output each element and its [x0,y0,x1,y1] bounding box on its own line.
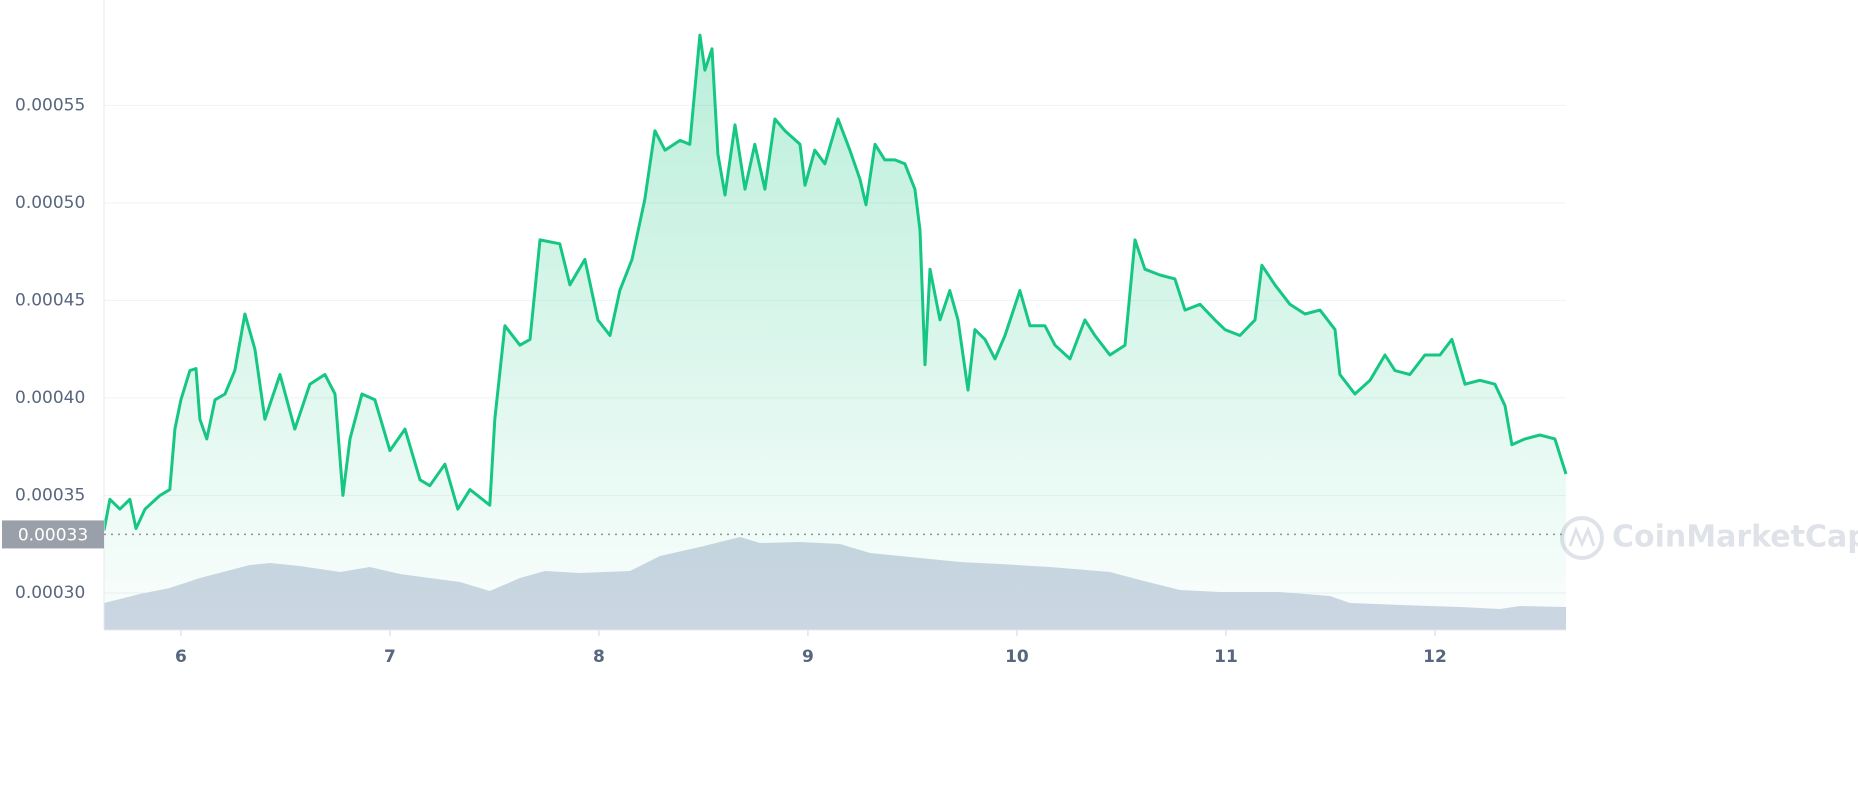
x-tick-label: 12 [1423,647,1447,667]
price-line [102,33,1568,531]
x-tick-label: 9 [802,647,814,667]
axes: 0.00030 0.00035 0.00040 0.00045 0.00050 0.000… [2,0,1566,667]
watermark: CoinMarketCap [1560,516,1858,560]
x-tick-label: 6 [175,647,187,667]
x-tick-label: 7 [384,647,396,667]
x-tick-label: 11 [1214,647,1238,667]
y-tick-label: 0.00050 [15,193,85,213]
y-tick-label: 0.00030 [15,583,85,603]
y-tick-label: 0.00035 [15,485,85,505]
watermark-text: CoinMarketCap [1612,520,1858,555]
x-tick-label: 10 [1005,647,1029,667]
y-tick-label: 0.00045 [15,290,85,310]
x-tick-label: 8 [593,647,605,667]
y-tick-label: 0.00040 [15,388,85,408]
current-price-label: 0.00033 [18,525,88,545]
price-layer [102,33,1568,631]
watermark-logo-mark [1568,525,1596,548]
price-area [104,35,1566,631]
watermark-logo [1560,516,1604,560]
current-price-badge [2,520,104,549]
y-tick-label: 0.00055 [15,95,85,115]
